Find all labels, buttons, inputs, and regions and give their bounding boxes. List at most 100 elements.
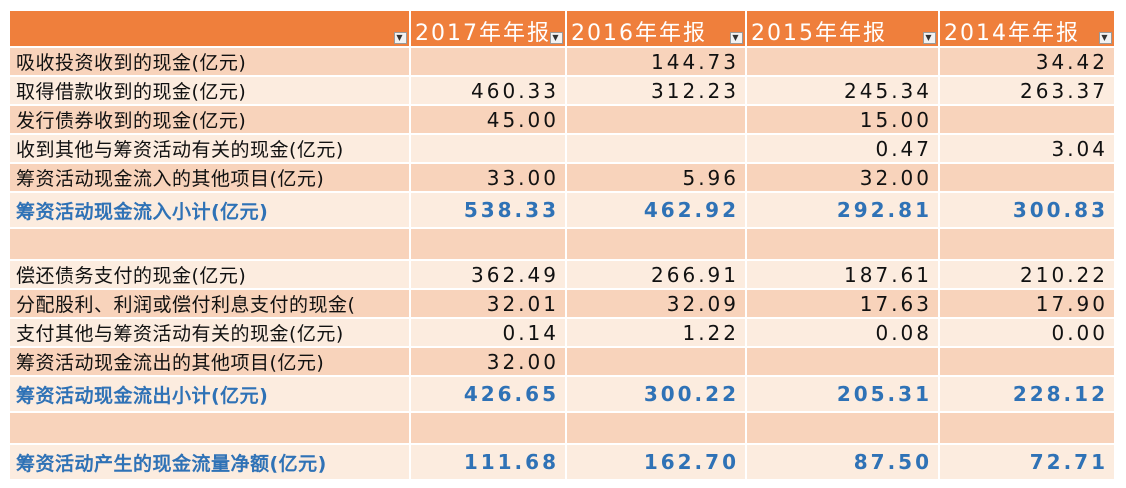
header-2014: 2014年年报 ▼ bbox=[939, 11, 1114, 48]
value-cell[interactable]: 460.33 bbox=[410, 76, 567, 106]
spreadsheet: ▼ 2017年年报 ▼ 2016年年报 ▼ 2015年年报 ▼ 2014年年报 … bbox=[10, 11, 1114, 481]
value-cell[interactable]: 15.00 bbox=[746, 105, 940, 135]
value-cell[interactable]: 5.96 bbox=[566, 163, 747, 193]
value-cell[interactable] bbox=[939, 105, 1114, 135]
value-cell[interactable]: 32.09 bbox=[566, 289, 747, 319]
table-body: 吸收投资收到的现金(亿元) 144.73 34.42 取得借款收到的现金(亿元) 460… bbox=[10, 47, 1114, 481]
row-label-cell[interactable]: 发行债券收到的现金(亿元) bbox=[10, 105, 411, 135]
value-cell[interactable]: 228.12 bbox=[939, 376, 1114, 413]
row-label-cell[interactable]: 筹资活动产生的现金流量净额(亿元) bbox=[10, 444, 411, 481]
value-cell[interactable]: 210.22 bbox=[939, 260, 1114, 290]
table-row: 发行债券收到的现金(亿元) 45.00 15.00 bbox=[10, 105, 1114, 135]
value-cell[interactable]: 0.14 bbox=[410, 318, 567, 348]
value-cell[interactable]: 33.00 bbox=[410, 163, 567, 193]
value-cell[interactable]: 34.42 bbox=[939, 47, 1114, 77]
value-cell[interactable]: 300.83 bbox=[939, 192, 1114, 229]
value-cell[interactable]: 245.34 bbox=[746, 76, 940, 106]
value-cell[interactable]: 32.00 bbox=[410, 347, 567, 377]
filter-dropdown-icon[interactable]: ▼ bbox=[550, 32, 563, 44]
row-label-cell[interactable] bbox=[10, 412, 411, 445]
header-2016: 2016年年报 ▼ bbox=[566, 11, 747, 48]
value-cell[interactable] bbox=[410, 47, 567, 77]
value-cell[interactable]: 538.33 bbox=[410, 192, 567, 229]
table-row bbox=[10, 412, 1114, 445]
header-label: 2017年年报 bbox=[415, 21, 551, 46]
row-label-cell[interactable]: 筹资活动现金流入小计(亿元) bbox=[10, 192, 411, 229]
table-row: 偿还债务支付的现金(亿元) 362.49 266.91 187.61 210.22 bbox=[10, 260, 1114, 290]
row-label-cell[interactable]: 支付其他与筹资活动有关的现金(亿元) bbox=[10, 318, 411, 348]
value-cell[interactable] bbox=[410, 228, 567, 261]
value-cell[interactable]: 72.71 bbox=[939, 444, 1114, 481]
row-label-cell[interactable]: 筹资活动现金流出小计(亿元) bbox=[10, 376, 411, 413]
value-cell[interactable] bbox=[939, 347, 1114, 377]
value-cell[interactable]: 205.31 bbox=[746, 376, 940, 413]
table-row: 吸收投资收到的现金(亿元) 144.73 34.42 bbox=[10, 47, 1114, 77]
value-cell[interactable]: 292.81 bbox=[746, 192, 940, 229]
table-row: 取得借款收到的现金(亿元) 460.33 312.23 245.34 263.37 bbox=[10, 76, 1114, 106]
value-cell[interactable]: 187.61 bbox=[746, 260, 940, 290]
value-cell[interactable] bbox=[566, 228, 747, 261]
row-label-cell[interactable]: 分配股利、利润或偿付利息支付的现金( bbox=[10, 289, 411, 319]
row-label-cell[interactable]: 收到其他与筹资活动有关的现金(亿元) bbox=[10, 134, 411, 164]
filter-dropdown-icon[interactable]: ▼ bbox=[923, 32, 936, 44]
value-cell[interactable]: 426.65 bbox=[410, 376, 567, 413]
value-cell[interactable]: 3.04 bbox=[939, 134, 1114, 164]
value-cell[interactable]: 17.63 bbox=[746, 289, 940, 319]
value-cell[interactable] bbox=[410, 412, 567, 445]
value-cell[interactable] bbox=[566, 105, 747, 135]
value-cell[interactable]: 32.00 bbox=[746, 163, 940, 193]
value-cell[interactable] bbox=[939, 412, 1114, 445]
row-label-cell[interactable]: 筹资活动现金流出的其他项目(亿元) bbox=[10, 347, 411, 377]
filter-dropdown-icon[interactable]: ▼ bbox=[1099, 32, 1112, 44]
filter-dropdown-icon[interactable]: ▼ bbox=[394, 32, 407, 44]
table-row: 筹资活动产生的现金流量净额(亿元) 111.68 162.70 87.50 72.71 bbox=[10, 444, 1114, 481]
value-cell[interactable] bbox=[939, 228, 1114, 261]
value-cell[interactable]: 162.70 bbox=[566, 444, 747, 481]
table-row: 筹资活动现金流出小计(亿元) 426.65 300.22 205.31 228.12 bbox=[10, 376, 1114, 413]
table-row: 筹资活动现金流出的其他项目(亿元) 32.00 bbox=[10, 347, 1114, 377]
value-cell[interactable]: 263.37 bbox=[939, 76, 1114, 106]
row-label-cell[interactable] bbox=[10, 228, 411, 261]
value-cell[interactable] bbox=[746, 47, 940, 77]
value-cell[interactable] bbox=[746, 412, 940, 445]
value-cell[interactable]: 0.00 bbox=[939, 318, 1114, 348]
value-cell[interactable]: 0.08 bbox=[746, 318, 940, 348]
header-label-column: ▼ bbox=[10, 11, 411, 48]
header-2017: 2017年年报 ▼ bbox=[410, 11, 567, 48]
value-cell[interactable]: 45.00 bbox=[410, 105, 567, 135]
value-cell[interactable]: 144.73 bbox=[566, 47, 747, 77]
header-label: 2015年年报 bbox=[751, 21, 887, 46]
value-cell[interactable] bbox=[566, 347, 747, 377]
table-row: 分配股利、利润或偿付利息支付的现金(32.01 32.09 17.63 17.90 bbox=[10, 289, 1114, 319]
row-label-cell[interactable]: 吸收投资收到的现金(亿元) bbox=[10, 47, 411, 77]
table-row: 筹资活动现金流入的其他项目(亿元) 33.00 5.96 32.00 bbox=[10, 163, 1114, 193]
header-label: 2016年年报 bbox=[571, 21, 707, 46]
value-cell[interactable]: 111.68 bbox=[410, 444, 567, 481]
row-label-cell[interactable]: 偿还债务支付的现金(亿元) bbox=[10, 260, 411, 290]
value-cell[interactable]: 1.22 bbox=[566, 318, 747, 348]
table-row: 筹资活动现金流入小计(亿元) 538.33 462.92 292.81 300.83 bbox=[10, 192, 1114, 229]
value-cell[interactable]: 300.22 bbox=[566, 376, 747, 413]
value-cell[interactable]: 32.01 bbox=[410, 289, 567, 319]
value-cell[interactable]: 312.23 bbox=[566, 76, 747, 106]
value-cell[interactable] bbox=[566, 134, 747, 164]
header-label: 2014年年报 bbox=[944, 21, 1080, 46]
value-cell[interactable] bbox=[566, 412, 747, 445]
value-cell[interactable]: 266.91 bbox=[566, 260, 747, 290]
value-cell[interactable]: 362.49 bbox=[410, 260, 567, 290]
value-cell[interactable]: 87.50 bbox=[746, 444, 940, 481]
row-label-cell[interactable]: 取得借款收到的现金(亿元) bbox=[10, 76, 411, 106]
value-cell[interactable] bbox=[410, 134, 567, 164]
value-cell[interactable]: 17.90 bbox=[939, 289, 1114, 319]
table-row: 支付其他与筹资活动有关的现金(亿元) 0.14 1.22 0.08 0.00 bbox=[10, 318, 1114, 348]
table-row bbox=[10, 228, 1114, 261]
value-cell[interactable]: 0.47 bbox=[746, 134, 940, 164]
filter-dropdown-icon[interactable]: ▼ bbox=[730, 32, 743, 44]
value-cell[interactable] bbox=[939, 163, 1114, 193]
row-label-cell[interactable]: 筹资活动现金流入的其他项目(亿元) bbox=[10, 163, 411, 193]
value-cell[interactable]: 462.92 bbox=[566, 192, 747, 229]
header-2015: 2015年年报 ▼ bbox=[746, 11, 940, 48]
table-row: 收到其他与筹资活动有关的现金(亿元) 0.47 3.04 bbox=[10, 134, 1114, 164]
value-cell[interactable] bbox=[746, 347, 940, 377]
value-cell[interactable] bbox=[746, 228, 940, 261]
